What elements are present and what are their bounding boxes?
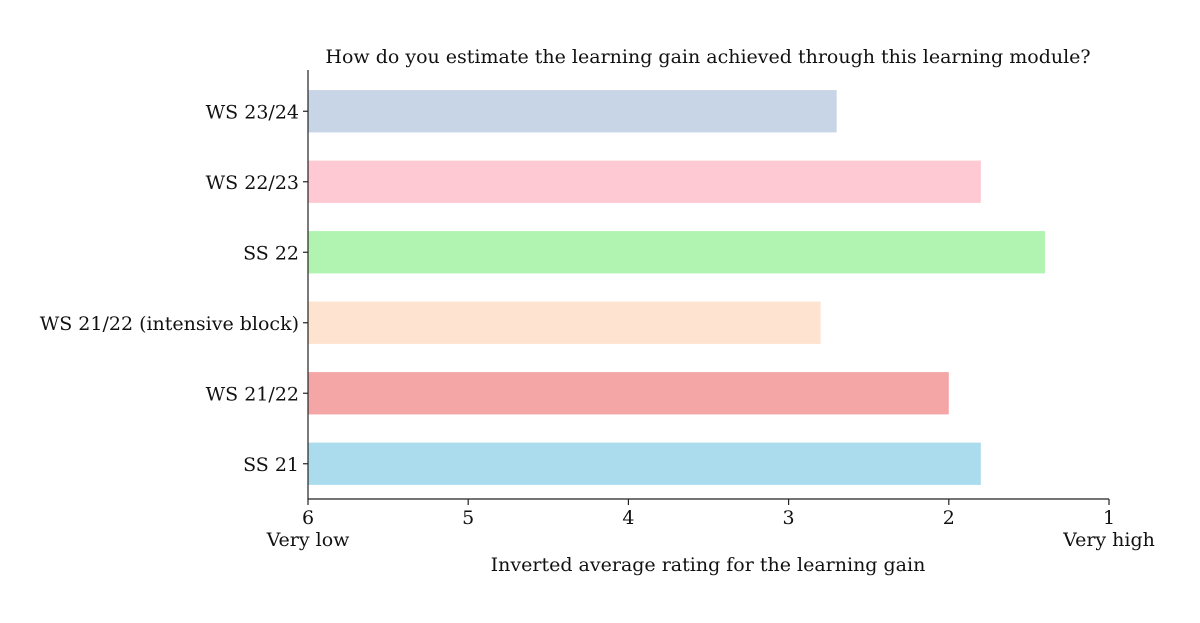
y-tick-label: WS 23/24 (206, 101, 299, 123)
bars-group (308, 90, 1045, 485)
x-tick-label: 2 (943, 507, 955, 529)
y-tick-label: SS 21 (243, 454, 299, 476)
x-tick-labels: 6 5 4 3 2 1 (302, 499, 1115, 529)
y-tick-label: WS 22/23 (206, 172, 299, 194)
y-tick-label: WS 21/22 (intensive block) (40, 313, 299, 335)
bar-5 (308, 442, 981, 485)
x-tick-label: 5 (462, 507, 474, 529)
bar-2 (308, 231, 1045, 274)
y-tick-label: WS 21/22 (206, 383, 299, 405)
x-tick-label: 1 (1103, 507, 1115, 529)
x-tick-label: 3 (783, 507, 795, 529)
bar-0 (308, 90, 837, 133)
chart-title: How do you estimate the learning gain ac… (325, 46, 1090, 68)
x-axis-label: Inverted average rating for the learning… (491, 554, 926, 576)
y-tick-labels: WS 23/24 WS 22/23 SS 22 WS 21/22 (intensive… (40, 101, 308, 476)
x-end-label-low: Very low (266, 529, 351, 551)
bar-3 (308, 301, 821, 344)
bar-4 (308, 372, 949, 415)
x-tick-label: 6 (302, 507, 314, 529)
y-tick-label: SS 22 (243, 242, 299, 264)
x-end-label-high: Very high (1062, 529, 1155, 551)
x-tick-label: 4 (622, 507, 634, 529)
bar-1 (308, 160, 981, 203)
